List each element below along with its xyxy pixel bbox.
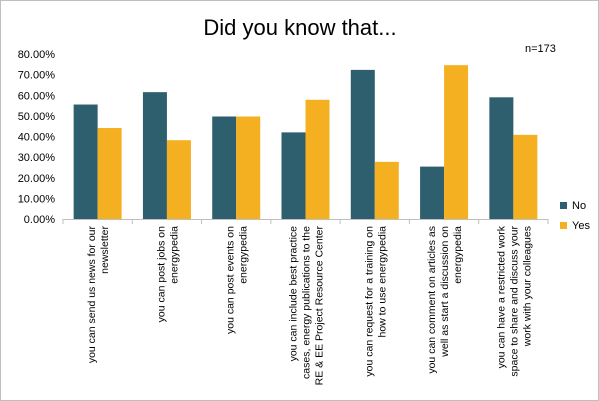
category-label-line: RE & EE Project Resource Center <box>314 226 326 386</box>
bar-yes <box>374 161 399 219</box>
category-label-line: energypedia <box>168 226 180 284</box>
legend: No Yes <box>560 200 590 232</box>
category-label-line: you can post events on <box>225 226 237 334</box>
y-tick-label: 10.00% <box>18 193 56 205</box>
bar-no <box>73 104 98 219</box>
legend-label-yes: Yes <box>572 220 590 232</box>
y-axis: 0.00% 10.00% 20.00% 30.00% 40.00% 50.00% 60.00… <box>18 49 56 226</box>
y-tick-label: 70.00% <box>18 70 56 82</box>
y-tick-label: 40.00% <box>18 132 56 144</box>
category-label: you can post jobs on energypedia <box>155 226 180 322</box>
category-label-line: you can send us news for our <box>86 226 98 364</box>
category-label: you can have a restricted work space to s… <box>495 225 533 376</box>
category-label-line: well as start a discussion on <box>439 226 451 358</box>
category-label-line: you can include best practice <box>288 226 300 362</box>
x-axis <box>62 219 549 224</box>
category-label: you can include best practice cases, ener… <box>288 226 326 386</box>
bar-no <box>420 166 445 219</box>
bar-yes <box>236 116 261 219</box>
bar-no <box>142 92 167 219</box>
y-tick-label: 0.00% <box>24 214 55 226</box>
category-label-line: you can post jobs on <box>155 226 167 322</box>
category-label: you can request for a training on how to … <box>363 226 388 377</box>
bar-yes <box>97 128 122 219</box>
y-tick-label: 50.00% <box>18 111 56 123</box>
legend-label-no: No <box>572 200 586 212</box>
bar-yes <box>305 99 330 219</box>
category-label-line: you can comment on articles as <box>426 226 438 374</box>
category-label: you can post events on energypedia <box>225 226 250 334</box>
bar-no <box>350 69 375 219</box>
bars-group <box>73 65 538 220</box>
chart-title: Did you know that... <box>203 15 396 40</box>
bar-yes <box>444 65 469 219</box>
bar-yes <box>166 140 191 219</box>
category-label-line: cases, energy publications to the <box>301 226 313 379</box>
y-tick-label: 80.00% <box>18 49 56 61</box>
legend-swatch-no <box>560 202 567 209</box>
bar-no <box>281 132 306 220</box>
category-label-line: newsletter <box>99 226 111 274</box>
category-label-line: energypedia <box>238 226 250 284</box>
sample-size-note: n=173 <box>525 43 556 55</box>
bar-no <box>212 116 237 219</box>
category-label-line: you can have a restricted work <box>495 225 507 368</box>
category-label-line: energypedia <box>452 226 464 284</box>
category-label: you can send us news for our newsletter <box>86 226 111 364</box>
category-labels: you can send us news for our newsletter yo… <box>86 225 533 385</box>
legend-swatch-yes <box>560 222 567 229</box>
y-tick-label: 60.00% <box>18 90 56 102</box>
y-tick-label: 20.00% <box>18 173 56 185</box>
y-tick-label: 30.00% <box>18 152 56 164</box>
category-label-line: how to use energypedia <box>376 226 388 338</box>
category-label-line: space to share and discuss your <box>508 226 520 377</box>
category-label: you can comment on articles as well as st… <box>426 226 464 374</box>
bar-yes <box>513 134 538 219</box>
bar-no <box>489 97 514 219</box>
category-label-line: you can request for a training on <box>363 226 375 377</box>
category-label-line: work with your colleagues <box>521 226 533 347</box>
